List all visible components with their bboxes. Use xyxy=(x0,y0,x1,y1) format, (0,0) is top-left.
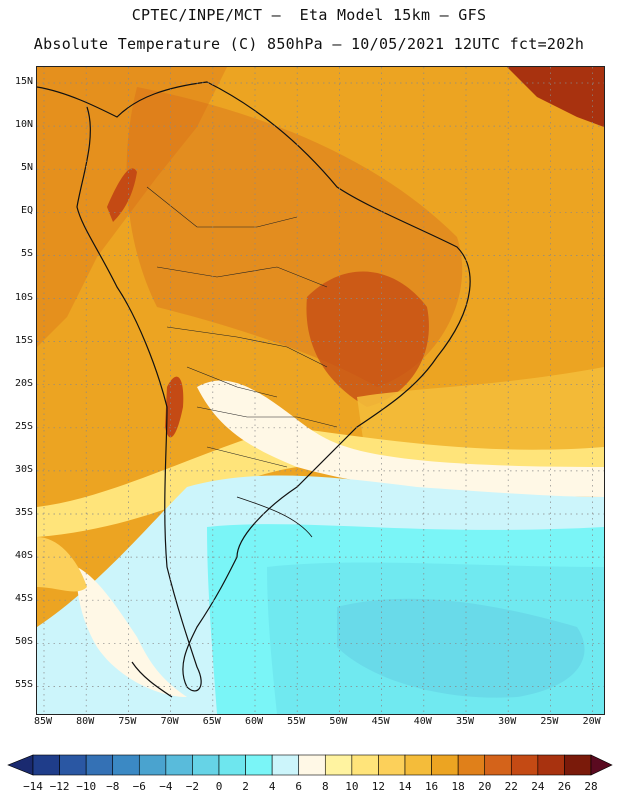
colorbar-swatch xyxy=(218,754,246,776)
map-gridlines xyxy=(37,67,604,714)
colorbar-tick-label: 12 xyxy=(371,780,386,793)
colorbar-swatch xyxy=(484,754,512,776)
colorbar-swatch xyxy=(298,754,326,776)
colorbar-swatch xyxy=(324,754,353,776)
colorbar-tick-label: −14 xyxy=(23,780,43,793)
latitude-label: 15N xyxy=(14,76,33,87)
longitude-label: 75W xyxy=(118,716,137,727)
latitude-label: 50S xyxy=(14,636,33,648)
colorbar-tick-label: 24 xyxy=(531,780,545,793)
colorbar-tick-label: 14 xyxy=(398,780,412,793)
colorbar-tick-label: −2 xyxy=(185,780,200,793)
colorbar-tick-label: 20 xyxy=(478,780,492,793)
temperature-zone-chile-coast xyxy=(37,537,87,592)
colorbar-tick-label: 0 xyxy=(215,780,223,793)
colorbar-tick-label: 2 xyxy=(242,780,249,793)
colorbar-swatch xyxy=(564,754,592,776)
colorbar-tick-label: −12 xyxy=(49,780,70,793)
colorbar-tick-label: 8 xyxy=(321,780,329,793)
colorbar-swatch xyxy=(510,754,539,776)
continent-outline xyxy=(37,81,471,698)
temperature-zone-subtropical-band xyxy=(37,427,604,537)
temperature-zone-northwest-ocean xyxy=(37,67,227,347)
colorbar-tick-label: 16 xyxy=(424,780,439,793)
longitude-label: 60W xyxy=(244,716,264,727)
latitude-label: 5N xyxy=(20,162,33,174)
temperature-zone-central-brazil xyxy=(306,271,429,407)
longitude-label: 20W xyxy=(582,716,601,727)
latitude-label: 10S xyxy=(14,291,33,303)
latitude-label: 45S xyxy=(14,593,33,605)
latitude-label: 40S xyxy=(14,550,33,562)
temperature-zone-northeast-caribbean xyxy=(507,67,604,127)
temperature-zone-polar-front xyxy=(337,598,585,698)
chart-title-line1: CPTEC/INPE/MCT – Eta Model 15km – GFS xyxy=(131,6,487,24)
country-borders xyxy=(146,186,338,468)
latitude-label: 5S xyxy=(20,248,33,260)
temperature-zone-patagonia-coast xyxy=(76,567,187,697)
longitude-label: 55W xyxy=(287,716,306,727)
colorbar-swatch xyxy=(537,754,565,776)
colorbar-tick-label: 10 xyxy=(345,780,359,793)
longitude-label: 45W xyxy=(371,716,390,727)
colorbar-swatch xyxy=(165,754,193,776)
colorbar-swatch xyxy=(138,754,167,776)
colorbar-swatch xyxy=(431,754,459,776)
longitude-label: 80W xyxy=(76,716,95,727)
temperature-zone-transition xyxy=(197,380,604,497)
colorbar-swatch xyxy=(192,754,220,776)
latitude-label: 55S xyxy=(14,679,33,691)
colorbar-tick-label: 4 xyxy=(268,780,276,793)
temperature-zone-south-atlantic-warm xyxy=(357,367,604,467)
colorbar-swatch xyxy=(404,754,432,776)
colorbar xyxy=(7,754,613,776)
longitude-label: 40W xyxy=(413,716,432,727)
temperature-zone-andes-colombia xyxy=(107,168,184,438)
colorbar-swatch xyxy=(112,754,140,776)
latitude-label: 35S xyxy=(14,507,33,518)
latitude-label: EQ xyxy=(20,205,33,217)
colorbar-tick-label: 22 xyxy=(504,780,518,793)
colorbar-tick-label: −8 xyxy=(106,780,120,793)
longitude-label: 50W xyxy=(329,716,348,727)
latitude-label: 25S xyxy=(14,420,33,432)
colorbar-swatch xyxy=(85,754,114,776)
colorbar-tick-label: 28 xyxy=(584,780,598,793)
longitude-label: 70W xyxy=(160,716,179,727)
colorbar-swatch xyxy=(245,754,273,776)
latitude-label: 20S xyxy=(14,377,33,389)
longitude-label: 65W xyxy=(202,716,221,727)
colorbar-tick-label: 18 xyxy=(451,780,465,793)
longitude-label: 25W xyxy=(540,716,559,727)
colorbar-tick-label: 6 xyxy=(295,780,303,793)
chart-title-line2: Absolute Temperature (C) 850hPa – 10/05/… xyxy=(33,35,585,53)
latitude-label: 15S xyxy=(14,334,33,346)
colorbar-tick-label: −6 xyxy=(132,780,146,793)
colorbar-swatch xyxy=(59,754,87,776)
colorbar-tick-label: 26 xyxy=(557,780,572,793)
colorbar-tick-label: −4 xyxy=(159,780,173,793)
longitude-label: 35W xyxy=(455,716,475,727)
longitude-label: 30W xyxy=(498,716,517,727)
colorbar-arrow-right xyxy=(590,754,613,776)
longitude-label: 85W xyxy=(33,716,53,727)
colorbar-swatch xyxy=(378,754,406,776)
colorbar-swatch xyxy=(271,754,300,776)
latitude-label: 10N xyxy=(14,119,33,131)
colorbar-swatch xyxy=(457,754,486,776)
temperature-map xyxy=(36,66,605,715)
colorbar-swatch xyxy=(351,754,379,776)
latitude-label: 30S xyxy=(14,463,33,475)
colorbar-arrow-left xyxy=(7,754,34,776)
colorbar-tick-label: −10 xyxy=(76,780,97,793)
colorbar-swatch xyxy=(32,754,60,776)
